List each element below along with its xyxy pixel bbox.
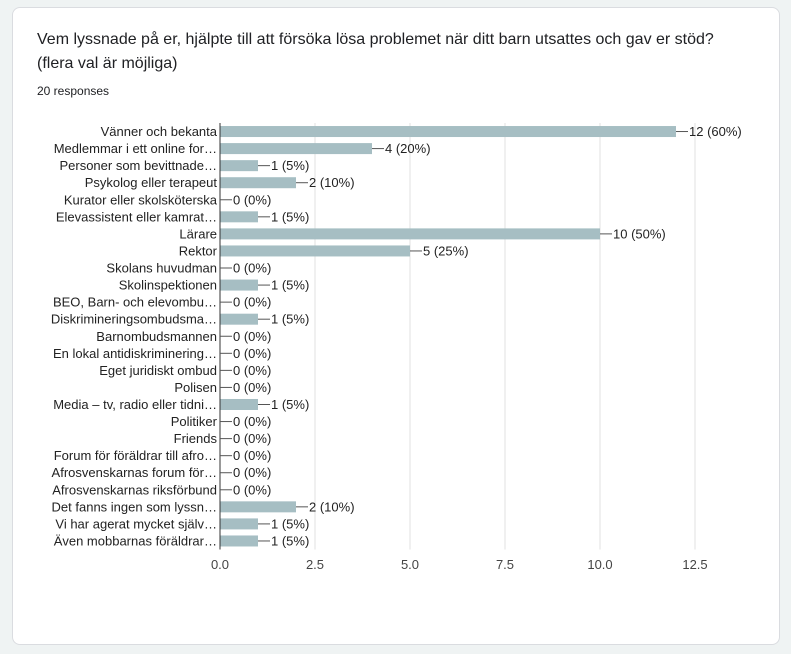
bar-2: [220, 160, 258, 172]
category-label-15: Polisen: [174, 380, 217, 395]
grid-lines: [314, 123, 696, 550]
data-label-19: 0 (0%): [233, 448, 271, 463]
bar-22: [220, 501, 296, 513]
category-label-10: BEO, Barn- och elevombu…: [53, 295, 217, 310]
bar-7: [220, 245, 410, 257]
data-label-7: 5 (25%): [423, 243, 469, 258]
data-label-18: 0 (0%): [233, 431, 271, 446]
response-count: 20 responses: [37, 84, 110, 98]
data-label-11: 1 (5%): [271, 312, 309, 327]
bar-5: [220, 211, 258, 223]
x-tick-label-3: 7.5: [496, 557, 514, 572]
data-labels: 12 (60%)4 (20%)1 (5%)2 (10%)0 (0%)1 (5%)…: [220, 124, 742, 548]
data-label-16: 1 (5%): [271, 397, 309, 412]
data-label-5: 1 (5%): [271, 209, 309, 224]
data-label-0: 12 (60%): [689, 124, 742, 139]
bar-0: [220, 126, 676, 138]
bar-24: [220, 535, 258, 547]
data-label-8: 0 (0%): [233, 261, 271, 276]
data-label-12: 0 (0%): [233, 329, 271, 344]
x-axis-ticks: 0.0 2.5 5.0 7.5 10.0 12.5: [211, 557, 708, 572]
category-labels: Vänner och bekanta Medlemmar i ett online…: [51, 124, 218, 548]
x-tick-label-2: 5.0: [401, 557, 419, 572]
x-tick-label-5: 12.5: [682, 557, 707, 572]
data-label-10: 0 (0%): [233, 295, 271, 310]
data-label-17: 0 (0%): [233, 414, 271, 429]
category-label-24: Även mobbarnas föräldrar…: [54, 533, 217, 548]
data-label-23: 1 (5%): [271, 516, 309, 531]
category-label-13: En lokal antidiskriminering…: [53, 346, 217, 361]
category-label-16: Media – tv, radio eller tidni…: [53, 397, 217, 412]
data-label-20: 0 (0%): [233, 465, 271, 480]
bars: [220, 126, 676, 547]
category-label-6: Lärare: [179, 226, 217, 241]
x-tick-label-4: 10.0: [587, 557, 612, 572]
bar-3: [220, 177, 296, 189]
data-label-6: 10 (50%): [613, 226, 666, 241]
bar-9: [220, 279, 258, 291]
bar-16: [220, 398, 258, 410]
data-label-24: 1 (5%): [271, 533, 309, 548]
category-label-21: Afrosvenskarnas riksförbund: [52, 482, 217, 497]
category-label-14: Eget juridiskt ombud: [99, 363, 217, 378]
x-tick-label-0: 0.0: [211, 557, 229, 572]
question-title: Vem lyssnade på er, hjälpte till att för…: [37, 31, 714, 72]
data-label-15: 0 (0%): [233, 380, 271, 395]
category-label-20: Afrosvenskarnas forum för…: [52, 465, 217, 480]
category-label-12: Barnombudsmannen: [96, 329, 217, 344]
data-label-14: 0 (0%): [233, 363, 271, 378]
category-label-8: Skolans huvudman: [106, 261, 217, 276]
bar-6: [220, 228, 600, 240]
data-label-2: 1 (5%): [271, 158, 309, 173]
category-label-17: Politiker: [171, 414, 218, 429]
category-label-4: Kurator eller skolsköterska: [64, 192, 218, 207]
data-label-22: 2 (10%): [309, 499, 355, 514]
data-label-21: 0 (0%): [233, 482, 271, 497]
bar-23: [220, 518, 258, 530]
category-label-3: Psykolog eller terapeut: [85, 175, 218, 190]
category-label-22: Det fanns ingen som lyssn…: [52, 499, 217, 514]
category-label-0: Vänner och bekanta: [101, 124, 218, 139]
x-tick-label-1: 2.5: [306, 557, 324, 572]
data-label-4: 0 (0%): [233, 192, 271, 207]
category-label-9: Skolinspektionen: [119, 278, 217, 293]
category-label-18: Friends: [174, 431, 218, 446]
category-label-2: Personer som bevittnade…: [59, 158, 217, 173]
category-label-1: Medlemmar i ett online for…: [54, 141, 217, 156]
data-label-9: 1 (5%): [271, 278, 309, 293]
category-label-7: Rektor: [179, 243, 218, 258]
category-label-23: Vi har agerat mycket själv…: [55, 516, 217, 531]
data-label-1: 4 (20%): [385, 141, 431, 156]
category-label-5: Elevassistent eller kamrat…: [56, 209, 217, 224]
bar-1: [220, 143, 372, 155]
question-card: Vem lyssnade på er, hjälpte till att för…: [12, 7, 780, 645]
data-label-3: 2 (10%): [309, 175, 355, 190]
bar-11: [220, 313, 258, 325]
data-label-13: 0 (0%): [233, 346, 271, 361]
category-label-11: Diskrimineringsombudsma…: [51, 312, 217, 327]
category-label-19: Forum för föräldrar till afro…: [54, 448, 217, 463]
